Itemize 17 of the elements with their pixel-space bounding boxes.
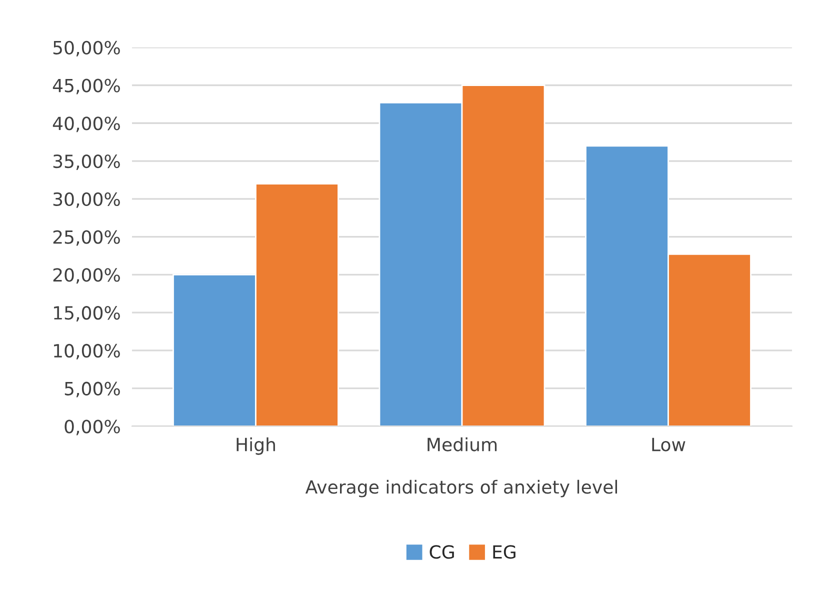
- y-tick-label: 30,00%: [53, 192, 120, 208]
- y-tick-label: 35,00%: [53, 154, 120, 170]
- legend-label: CG: [430, 545, 454, 559]
- y-tick-label: 40,00%: [52, 116, 120, 132]
- y-tick-label: 45,00%: [52, 78, 120, 94]
- x-tick-label: Low: [652, 438, 686, 452]
- y-tick-label: 25,00%: [53, 230, 120, 246]
- x-axis-title: Average indicators of anxiety level: [305, 480, 618, 498]
- x-tick-label: Medium: [428, 437, 497, 452]
- x-tick-label: High: [236, 437, 275, 455]
- legend-label: EG: [493, 545, 516, 559]
- y-tick-label: 15,00%: [54, 306, 120, 322]
- y-tick-label: 0,00%: [64, 420, 120, 436]
- y-tick-label: 20,00%: [53, 268, 120, 284]
- y-tick-label: 5,00%: [64, 382, 120, 398]
- y-tick-label: 50,00%: [53, 40, 120, 56]
- y-tick-label: 10,00%: [54, 344, 120, 360]
